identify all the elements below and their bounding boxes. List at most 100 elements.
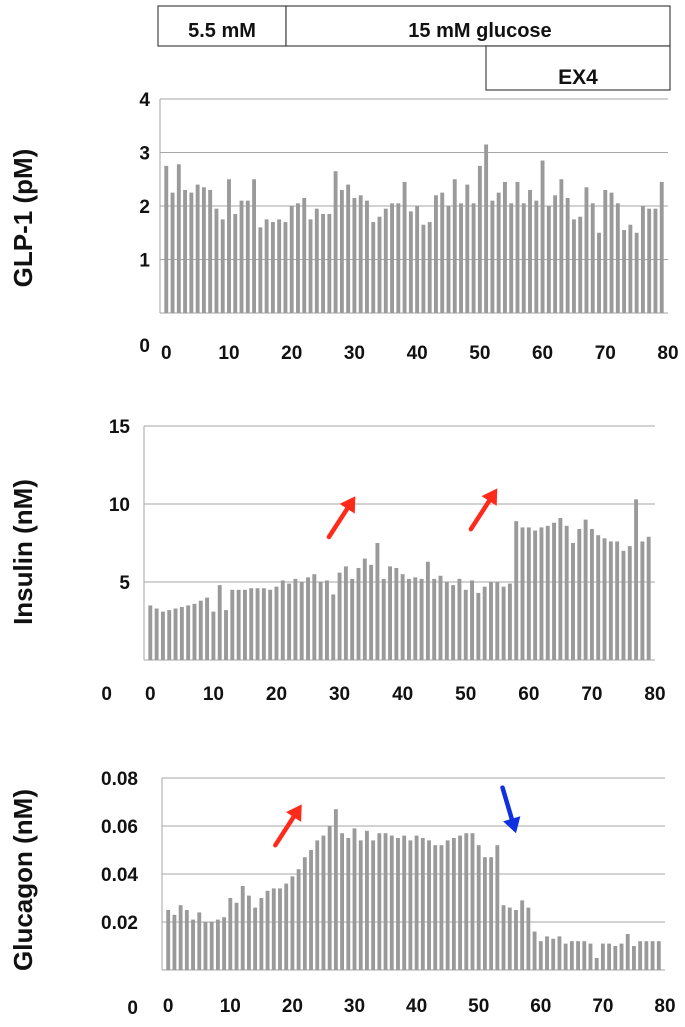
glp1-bar	[245, 200, 250, 313]
insulin-bar	[287, 583, 292, 660]
insulin-grid	[143, 425, 655, 661]
insulin-bar	[451, 585, 456, 660]
red-up-arrow-icon	[326, 496, 356, 540]
glp1-bar	[239, 200, 244, 313]
glucagon-bar	[253, 907, 258, 970]
glp1-y-tick-label: 3	[139, 144, 150, 165]
glp1-bar	[339, 189, 344, 313]
insulin-annotations	[326, 488, 498, 540]
insulin-bar	[413, 577, 418, 660]
insulin-bar	[501, 586, 506, 660]
glp1-bar	[578, 216, 583, 313]
glp1-bar	[634, 232, 639, 313]
glp1-bar	[584, 187, 589, 313]
glucagon-bar	[203, 922, 208, 970]
glucagon-bar	[315, 840, 320, 970]
insulin-bar	[571, 543, 575, 660]
glucagon-bar	[302, 857, 307, 970]
condition-timeline: 5.5 mM 15 mM glucose EX4	[157, 5, 671, 91]
insulin-bar	[552, 522, 557, 660]
glp1-bar	[622, 230, 627, 313]
glp1-bar	[446, 206, 451, 313]
glp1-bar	[647, 208, 652, 313]
glucagon-bar	[222, 917, 227, 970]
insulin-x-tick-label: 50	[455, 684, 476, 705]
glucagon-y-tick-label: 0.04	[101, 865, 138, 886]
insulin-x-tick-label: 80	[644, 684, 665, 705]
insulin-bar	[280, 580, 285, 660]
glp1-x-tick-label: 70	[595, 343, 616, 364]
glucagon-bar	[402, 835, 407, 970]
insulin-y-axis-label: Insulin (nM)	[8, 479, 38, 625]
glucagon-bar	[607, 943, 612, 970]
glucagon-bar	[414, 835, 419, 970]
glucagon-bar	[327, 826, 332, 970]
insulin-bar	[507, 583, 512, 660]
glp1-x-ticks: 0 10 20 30 40 50 60 70 80	[161, 343, 679, 364]
glp1-bar	[365, 200, 369, 313]
glp1-x-tick-label: 50	[469, 343, 490, 364]
glucagon-x-ticks: 0 10 20 30 40 50 60 70 80	[163, 996, 676, 1017]
glucagon-y-tick-label: 0.08	[101, 769, 138, 790]
glucagon-bar	[514, 910, 518, 970]
insulin-bar	[224, 610, 228, 660]
glucagon-bar	[632, 946, 636, 970]
glp1-y-axis-label: GLP-1 (pM)	[8, 149, 38, 288]
insulin-bar	[489, 582, 493, 660]
glucagon-bar	[507, 907, 512, 970]
glucagon-bar	[321, 835, 326, 970]
glucagon-x-tick-label: 0	[163, 996, 174, 1017]
glucagon-bar	[526, 907, 531, 970]
glp1-bar	[183, 189, 188, 313]
insulin-bar	[564, 525, 569, 660]
insulin-bar	[432, 578, 437, 660]
glp1-bar	[390, 203, 394, 313]
glucagon-x-tick-label: 70	[592, 996, 613, 1017]
glucagon-annotations	[273, 785, 521, 848]
glp1-y-tick-label: 0	[139, 336, 150, 357]
glp1-bar	[333, 171, 338, 313]
basal-glucose-box	[157, 5, 287, 47]
glucagon-x-tick-label: 30	[344, 996, 365, 1017]
glucagon-bar	[265, 890, 270, 970]
insulin-bar	[646, 536, 651, 660]
blue-down-arrow-icon	[500, 785, 521, 834]
glp1-bar	[609, 192, 614, 313]
insulin-bar	[369, 564, 374, 660]
glucagon-bar	[271, 888, 276, 970]
glucagon-bar	[247, 895, 251, 970]
glucagon-bar	[613, 946, 618, 970]
glucagon-grid	[161, 777, 665, 971]
glucagon-x-tick-label: 50	[468, 996, 489, 1017]
glp1-bar	[327, 214, 332, 313]
glucagon-x-tick-label: 10	[220, 996, 241, 1017]
glucagon-bar	[234, 902, 239, 970]
glp1-bar	[289, 206, 294, 313]
insulin-bar	[407, 578, 411, 660]
glp1-bar	[201, 187, 206, 313]
glucagon-bar	[451, 838, 456, 970]
insulin-bar	[640, 541, 645, 660]
insulin-bar	[217, 585, 222, 660]
glp1-bar	[195, 184, 200, 313]
glp1-bar	[490, 200, 495, 313]
glucagon-bar	[352, 828, 357, 970]
glucagon-x-tick-label: 80	[654, 996, 675, 1017]
glucagon-bar	[191, 919, 195, 970]
glucagon-bar	[551, 938, 556, 970]
glucagon-bar	[625, 934, 630, 970]
glucagon-bar	[209, 922, 214, 970]
glp1-bar	[189, 192, 194, 313]
insulin-x-tick-label: 0	[145, 684, 156, 705]
insulin-bar	[230, 589, 235, 660]
insulin-y-tick-label: 5	[119, 573, 130, 594]
glp1-bar	[258, 227, 263, 313]
glp1-bar	[565, 197, 570, 313]
glp1-bar	[528, 189, 532, 313]
glp1-grid	[159, 98, 668, 314]
insulin-bar	[526, 527, 531, 660]
glucagon-bar	[340, 833, 345, 970]
glucagon-bar	[582, 941, 587, 970]
glp1-x-tick-label: 20	[281, 343, 302, 364]
glp1-bar	[559, 179, 564, 313]
